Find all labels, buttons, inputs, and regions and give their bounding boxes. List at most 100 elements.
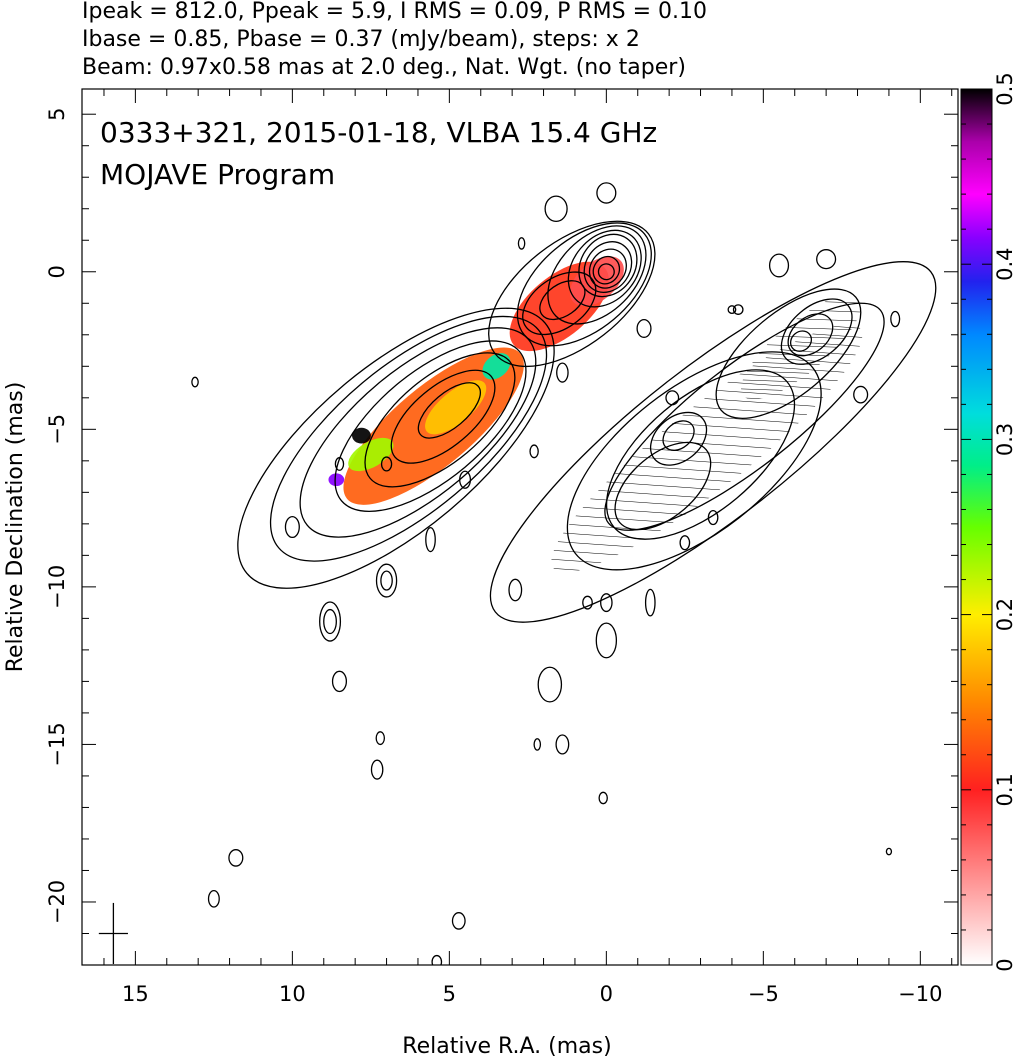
polarization-color-layer (328, 256, 624, 505)
contour-31 (517, 237, 526, 250)
pol-blob-3 (425, 380, 487, 435)
contour-50 (331, 670, 348, 693)
contour-37 (732, 304, 744, 315)
contour-27 (604, 302, 885, 531)
colorbar-tick-label: 0 (993, 958, 1017, 971)
contour-58 (533, 738, 542, 751)
contour-26 (715, 288, 862, 419)
colorbar-ticks: 0 0.1 0.2 0.3 0.4 0.5 (961, 72, 1017, 972)
contour-69 (707, 509, 719, 526)
x-tick-label: 15 (122, 982, 149, 1006)
contour-44 (380, 456, 393, 472)
contour-33 (665, 390, 680, 406)
contour-15 (299, 327, 537, 538)
contour-56 (537, 666, 563, 703)
colorbar-tick-label: 0.1 (993, 773, 1017, 806)
contour-47 (375, 563, 398, 598)
contour-55 (595, 622, 618, 659)
colorbar-tick-label: 0.3 (993, 423, 1017, 456)
intensity-contours-layer (191, 182, 937, 965)
x-tick-label: 5 (443, 982, 456, 1006)
contour-2 (588, 248, 627, 289)
plot-frame (81, 88, 959, 966)
contour-60 (370, 759, 384, 780)
header-line-2: Ibase = 0.85, Pbase = 0.37 (mJy/beam), s… (82, 27, 640, 52)
contour-41 (459, 470, 472, 489)
contour-46 (380, 570, 393, 591)
contour-19 (649, 411, 708, 466)
contour-11 (417, 382, 481, 439)
contour-32 (636, 319, 652, 338)
x-tick-label: −5 (748, 982, 779, 1006)
pol-blob-7 (328, 473, 345, 487)
plot-area (98, 182, 937, 965)
axis-tick-labels: 15 10 5 0 −5 −10 5 0 −5 −10 −15 −20 (45, 108, 942, 1006)
contour-54 (644, 588, 656, 617)
colorbar-tick-label: 0.4 (993, 247, 1017, 280)
colorbar-tick-label: 0.5 (993, 72, 1017, 105)
y-tick-label: 0 (45, 265, 69, 278)
contour-36 (853, 385, 869, 404)
contour-4 (578, 233, 638, 298)
x-axis-label: Relative R.A. (mas) (402, 1034, 611, 1059)
contour-65 (431, 954, 443, 965)
contour-52 (582, 595, 593, 610)
contour-34 (768, 253, 790, 278)
contour-38 (727, 305, 737, 315)
contour-64 (451, 912, 466, 930)
contour-62 (228, 849, 244, 867)
contour-20 (614, 441, 712, 531)
contour-59 (375, 731, 386, 746)
contour-51 (508, 578, 523, 602)
x-tick-label: −10 (898, 982, 942, 1006)
contour-25 (780, 298, 853, 365)
contour-13 (364, 352, 516, 488)
contour-49 (319, 601, 342, 642)
contour-40 (529, 444, 539, 459)
contour-10 (522, 271, 597, 336)
contour-12 (390, 369, 496, 464)
x-tick-label: 0 (600, 982, 613, 1006)
contour-48 (323, 608, 337, 635)
contour-1 (592, 255, 621, 285)
contour-28 (489, 261, 937, 623)
contour-29 (544, 195, 568, 222)
contour-67 (890, 310, 901, 328)
contour-57 (555, 734, 570, 755)
contour-68 (885, 847, 893, 856)
colorbar-tick-label: 0.2 (993, 598, 1017, 631)
contour-23 (789, 330, 813, 352)
restoring-beam-layer (98, 902, 128, 965)
contour-63 (207, 889, 220, 908)
contour-30 (596, 182, 617, 204)
axis-ticks (82, 89, 958, 965)
contour-39 (556, 362, 569, 383)
header-line-3: Beam: 0.97x0.58 mas at 2.0 deg., Nat. Wg… (82, 55, 686, 80)
y-axis-label: Relative Declination (mas) (3, 382, 28, 673)
contour-14 (334, 340, 527, 513)
y-tick-label: −5 (45, 414, 69, 445)
contour-16 (269, 315, 548, 562)
x-tick-label: 10 (279, 982, 306, 1006)
y-tick-label: 5 (45, 108, 69, 121)
contour-43 (334, 457, 345, 471)
contour-3 (583, 241, 633, 293)
contour-17 (237, 307, 555, 589)
contour-53 (600, 593, 613, 613)
contour-0 (597, 263, 615, 281)
y-tick-label: −15 (45, 722, 69, 766)
pol-blob-5 (482, 353, 511, 380)
contour-45 (425, 526, 436, 553)
header-line-1: Ipeak = 812.0, Ppeak = 5.9, I RMS = 0.09… (82, 0, 707, 24)
pol-blob-6 (352, 427, 371, 444)
pol-blob-4 (348, 437, 394, 472)
colorbar (960, 88, 993, 966)
contour-35 (816, 249, 837, 270)
contour-9 (539, 280, 586, 321)
contour-42 (284, 515, 300, 539)
chart-subtitle: MOJAVE Program (100, 158, 335, 191)
contour-61 (598, 791, 608, 805)
chart-title: 0333+321, 2015-01-18, VLBA 15.4 GHz (100, 116, 657, 149)
y-tick-label: −20 (45, 880, 69, 924)
